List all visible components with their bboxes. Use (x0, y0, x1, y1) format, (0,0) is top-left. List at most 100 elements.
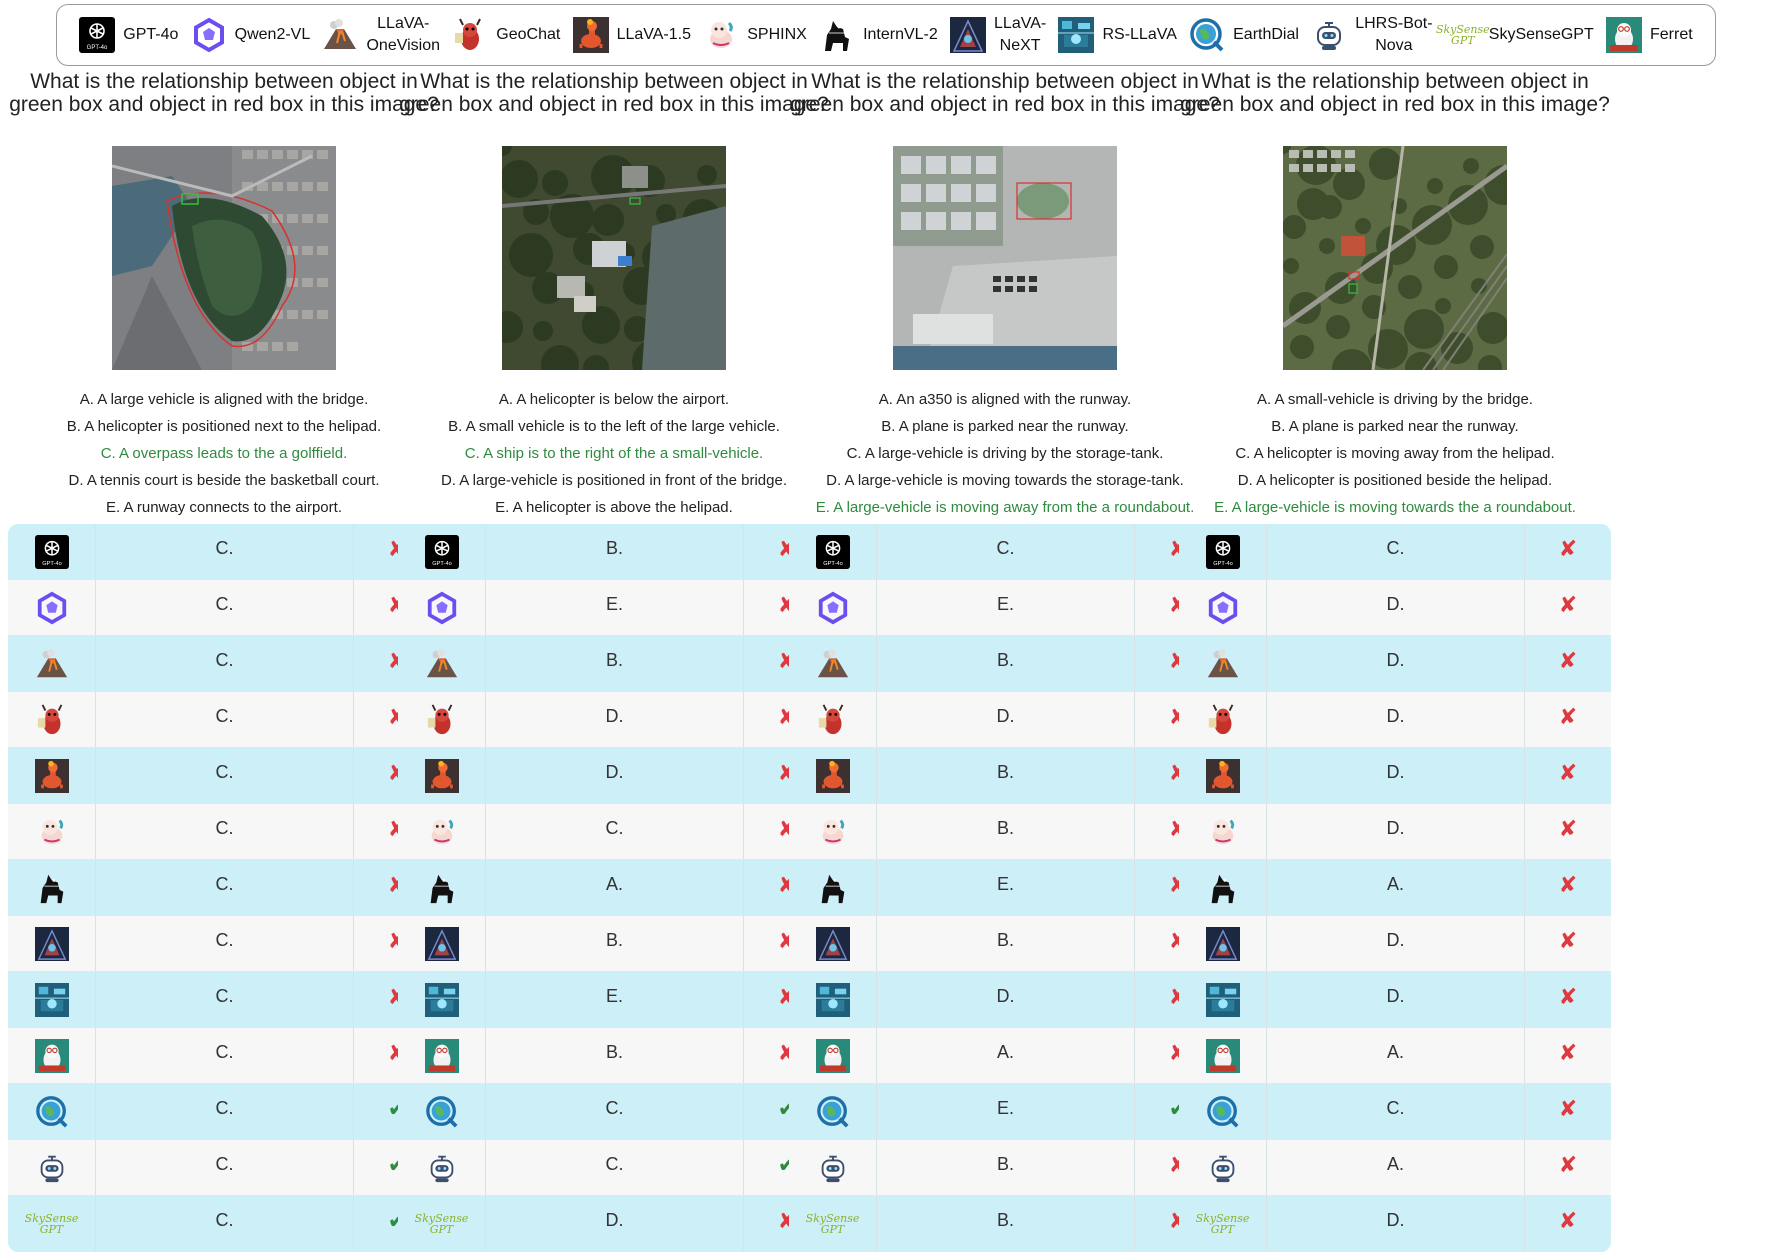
table-row: SkySense GPT D. ✘ (398, 1196, 830, 1252)
question-text: What is the relationship between object … (1180, 70, 1610, 116)
legend-label: Ferret (1649, 26, 1693, 43)
answer-options: A. An a350 is aligned with the runway. B.… (789, 386, 1221, 521)
satellite-image (502, 146, 726, 370)
model-answer: C. (96, 916, 354, 971)
answer-option: A. A helicopter is below the airport. (498, 391, 730, 408)
model-cell (789, 692, 877, 747)
model-answer: C. (96, 860, 354, 915)
model-cell: GPT-4o (398, 524, 486, 579)
model-answer: C. (96, 692, 354, 747)
sphinx-icon (816, 815, 850, 849)
rs-llava-icon (1058, 17, 1095, 53)
model-cell (398, 972, 486, 1027)
model-cell: SkySense GPT (789, 1196, 877, 1251)
table-row: D. ✘ (789, 972, 1221, 1028)
wrong-mark-icon: ✘ (1558, 1152, 1578, 1177)
model-cell (8, 636, 96, 691)
model-cell (398, 1028, 486, 1083)
model-cell (789, 1140, 877, 1195)
gpt-icon-text: GPT-4o (1213, 561, 1233, 567)
model-cell (8, 972, 96, 1027)
rs-llava-icon (424, 982, 459, 1017)
model-answer: D. (1267, 692, 1525, 747)
table-row: C. ✘ (8, 804, 440, 860)
model-cell (789, 748, 877, 803)
table-row: SkySense GPT D. ✘ (1179, 1196, 1611, 1252)
table-row: E. ✘ (789, 580, 1221, 636)
llava-icon (815, 758, 850, 793)
model-cell (8, 1028, 96, 1083)
wrong-mark-icon: ✘ (1558, 1096, 1578, 1121)
legend-label: LLaVA-1.5 (616, 26, 691, 43)
model-answer: C. (96, 636, 354, 691)
table-row: B. ✘ (789, 804, 1221, 860)
geochat-icon (452, 17, 488, 53)
satellite-image (112, 146, 336, 370)
answer-option: A. An a350 is aligned with the runway. (878, 391, 1132, 408)
model-answer: D. (486, 1196, 744, 1251)
llava-next-icon (34, 926, 69, 961)
answer-option: A. A small-vehicle is driving by the bri… (1257, 391, 1533, 408)
qwen-icon (425, 591, 459, 625)
model-cell (789, 860, 877, 915)
model-answer: C. (96, 804, 354, 859)
model-answer: C. (96, 748, 354, 803)
model-answer: C. (877, 524, 1135, 579)
rs-llava-icon (1205, 982, 1240, 1017)
table-row: C. ✘ (8, 636, 440, 692)
gpt4o-icon: GPT-4o (34, 534, 69, 569)
qwen-icon (816, 591, 850, 625)
qwen-icon (1206, 591, 1240, 625)
model-cell: GPT-4o (8, 524, 96, 579)
ferret-icon (1605, 17, 1642, 53)
volcano-icon (1206, 647, 1240, 681)
model-answer: C. (96, 1140, 354, 1195)
llava-next-icon (424, 926, 459, 961)
model-answer: D. (1267, 916, 1525, 971)
table-row: D. ✘ (1179, 636, 1611, 692)
geochat-icon (35, 703, 69, 737)
geochat-icon (816, 703, 850, 737)
legend-label: LHRS-Bot- Nova (1355, 15, 1433, 54)
volcano-icon (322, 17, 358, 53)
model-cell (1179, 860, 1267, 915)
legend-item: SPHINX (703, 17, 807, 53)
model-answer: C. (486, 1140, 744, 1195)
volcano-icon (425, 647, 459, 681)
sphinx-icon (35, 815, 69, 849)
skysense-icon: SkySense GPT (1436, 17, 1490, 53)
table-row: B. ✘ (398, 916, 830, 972)
model-answer: A. (877, 1028, 1135, 1083)
model-cell (398, 860, 486, 915)
table-row: E. ✘ (398, 580, 830, 636)
gpt4o-icon: GPT-4o (424, 534, 459, 569)
answer-option: B. A helicopter is positioned next to th… (66, 418, 382, 435)
question-text: What is the relationship between object … (399, 70, 829, 116)
model-legend: GPT-4o GPT-4o Qwen2-VL LLaVA- OneVision GeoC… (56, 4, 1716, 66)
geochat-icon (1206, 703, 1240, 737)
model-answer: A. (1267, 1028, 1525, 1083)
model-answer: E. (486, 580, 744, 635)
legend-item: GeoChat (452, 17, 560, 53)
results-table: GPT-4o C. ✘ D. ✘ D. ✘ D. ✘ D. ✘ D. ✘ A. ✘ D. ✘ D. ✘ A. ✘ C. ✘ A… (1179, 524, 1611, 1252)
table-row: C. ✔ (398, 1140, 830, 1196)
model-cell (1179, 1084, 1267, 1139)
volcano-icon (816, 647, 850, 681)
table-row: B. ✘ (398, 1028, 830, 1084)
answer-option: D. A tennis court is beside the basketba… (68, 472, 380, 489)
model-cell (789, 580, 877, 635)
correct-option: E. A large-vehicle is moving towards the… (1214, 499, 1576, 516)
skysense-icon: SkySense GPT (1196, 1207, 1250, 1241)
model-cell: SkySense GPT (1179, 1196, 1267, 1251)
legend-label: LLaVA- OneVision (366, 15, 441, 54)
model-cell (398, 748, 486, 803)
model-cell: SkySense GPT (8, 1196, 96, 1251)
model-cell (789, 804, 877, 859)
model-cell (8, 916, 96, 971)
model-answer: D. (1267, 1196, 1525, 1251)
skysense-icon-text: SkySense GPT (414, 1211, 469, 1236)
answer-option: D. A large-vehicle is moving towards the… (826, 472, 1184, 489)
earthdial-icon (1206, 1095, 1240, 1129)
llava-icon (424, 758, 459, 793)
llava-icon (34, 758, 69, 793)
